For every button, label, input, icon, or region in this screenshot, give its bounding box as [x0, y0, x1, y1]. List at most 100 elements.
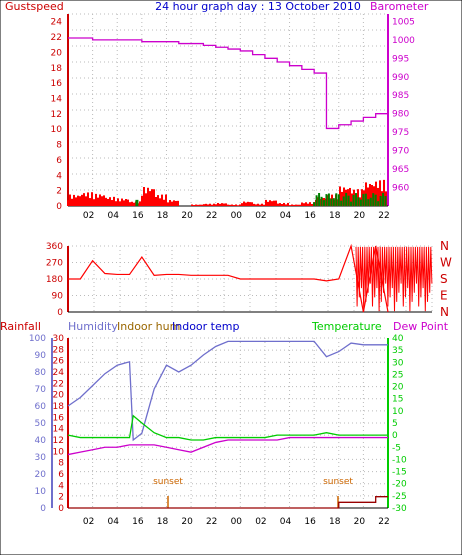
gust-barometer-plot: 0246810121416182022249609659709759809859… — [51, 13, 415, 221]
rainfall-tick-label: 10 — [53, 447, 65, 457]
x-tick-label: 16 — [304, 211, 316, 221]
rainfall-tick-label: 0 — [58, 504, 64, 514]
gustspeed-tick-label: 20 — [51, 48, 63, 58]
legend-rainfall: Rainfall — [0, 320, 41, 333]
gustspeed-tick-label: 16 — [51, 79, 63, 89]
gustspeed-tick-label: 0 — [56, 202, 62, 212]
x-tick-label: 20 — [181, 517, 193, 527]
gustspeed-tick-label: 4 — [56, 171, 62, 181]
compass-tick-label: N — [440, 239, 449, 253]
x-tick-label: 20 — [181, 211, 193, 221]
gustspeed-tick-label: 8 — [56, 141, 62, 151]
rainfall-tick-label: 24 — [53, 368, 65, 378]
x-tick-label: 20 — [354, 517, 366, 527]
x-tick-label: 04 — [108, 517, 120, 527]
compass-tick-label: W — [440, 256, 452, 270]
humidity-tick-label: 10 — [35, 487, 47, 497]
rainfall-tick-label: 20 — [53, 391, 65, 401]
gustspeed-axis-label: Gustspeed — [5, 0, 64, 13]
x-tick-label: 18 — [157, 211, 169, 221]
x-tick-label: 02 — [83, 517, 94, 527]
gustspeed-tick-label: 12 — [51, 110, 62, 120]
direction-tick-label: 0 — [57, 308, 63, 318]
temperature-tick-label: -15 — [392, 468, 407, 478]
legend-indoor-hum: Indoor hum — [117, 320, 180, 333]
wind-direction-line — [68, 243, 389, 313]
legend-temperature: Temperature — [311, 320, 382, 333]
direction-tick-label: 180 — [46, 275, 63, 285]
temperature-tick-label: 35 — [392, 346, 403, 356]
temperature-tick-label: 30 — [392, 358, 404, 368]
rainfall-tick-label: 30 — [53, 334, 65, 344]
humidity-temperature-plot: 0102030405060708090100024681012141618202… — [29, 334, 407, 527]
x-tick-label: 16 — [132, 211, 144, 221]
x-tick-label: 22 — [206, 517, 217, 527]
rainfall-tick-label: 26 — [53, 357, 65, 367]
temperature-tick-label: 25 — [392, 370, 403, 380]
barometer-tick-label: 985 — [392, 91, 409, 101]
x-tick-label: 02 — [255, 211, 266, 221]
rainfall-tick-label: 12 — [53, 436, 64, 446]
barometer-tick-label: 960 — [392, 184, 409, 194]
temperature-tick-label: 10 — [392, 407, 404, 417]
temperature-tick-label: 40 — [392, 334, 404, 344]
temperature-tick-label: 15 — [392, 395, 403, 405]
barometer-tick-label: 1005 — [392, 17, 415, 27]
rainfall-tick-label: 8 — [58, 459, 64, 469]
humidity-tick-label: 80 — [35, 368, 47, 378]
rainfall-tick-label: 18 — [53, 402, 65, 412]
rainfall-tick-label: 2 — [58, 493, 64, 503]
dew-point-line — [67, 436, 388, 456]
humidity-tick-label: 60 — [35, 402, 47, 412]
humidity-tick-label: 20 — [35, 470, 47, 480]
gustspeed-tick-label: 18 — [51, 64, 63, 74]
x-tick-label: 18 — [329, 517, 341, 527]
temperature-line — [67, 414, 388, 441]
gustspeed-tick-label: 22 — [51, 33, 62, 43]
rainfall-tick-label: 6 — [58, 470, 64, 480]
chart-title: 24 hour graph day : 13 October 2010 — [155, 0, 361, 13]
x-tick-label: 16 — [132, 517, 144, 527]
rainfall-tick-label: 22 — [53, 379, 64, 389]
barometer-tick-label: 995 — [392, 54, 409, 64]
temperature-tick-label: -20 — [392, 480, 407, 490]
humidity-tick-label: 100 — [29, 334, 46, 344]
gustspeed-tick-label: 10 — [51, 125, 63, 135]
rainfall-line — [68, 496, 388, 509]
barometer-tick-label: 975 — [392, 128, 409, 138]
gustspeed-tick-label: 2 — [56, 187, 62, 197]
temperature-tick-label: 5 — [392, 419, 398, 429]
barometer-tick-label: 965 — [392, 165, 409, 175]
barometer-tick-label: 1000 — [392, 36, 415, 46]
barometer-axis-label: Barometer — [370, 0, 429, 13]
x-tick-label: 22 — [206, 211, 217, 221]
direction-tick-label: 90 — [52, 292, 64, 302]
x-tick-label: 22 — [378, 517, 389, 527]
gustspeed-tick-label: 14 — [51, 94, 63, 104]
legend-humidity: Humidity — [68, 320, 118, 333]
direction-tick-label: 360 — [46, 242, 63, 252]
humidity-tick-label: 90 — [35, 351, 47, 361]
sunset-label: sunset — [323, 477, 353, 487]
temperature-tick-label: -25 — [392, 492, 407, 502]
legend-dew-point: Dew Point — [393, 320, 449, 333]
humidity-temperature-legend: Rainfall Humidity Indoor hum Indoor temp… — [0, 320, 449, 333]
legend-indoor-temp: Indoor temp — [172, 320, 239, 333]
wind-direction-oscillation — [355, 246, 433, 312]
humidity-tick-label: 0 — [40, 504, 46, 514]
x-tick-label: 02 — [255, 517, 266, 527]
barometer-tick-label: 980 — [392, 110, 409, 120]
barometer-line — [68, 37, 389, 130]
x-tick-label: 04 — [108, 211, 120, 221]
temperature-tick-label: 0 — [392, 431, 398, 441]
temperature-tick-label: -30 — [392, 504, 407, 514]
direction-tick-label: 270 — [46, 259, 63, 269]
temperature-tick-label: -5 — [392, 443, 401, 453]
gustspeed-tick-label: 24 — [51, 18, 63, 28]
barometer-tick-label: 970 — [392, 147, 409, 157]
humidity-tick-label: 40 — [35, 436, 47, 446]
x-tick-label: 00 — [231, 517, 243, 527]
compass-tick-label: E — [440, 289, 448, 303]
